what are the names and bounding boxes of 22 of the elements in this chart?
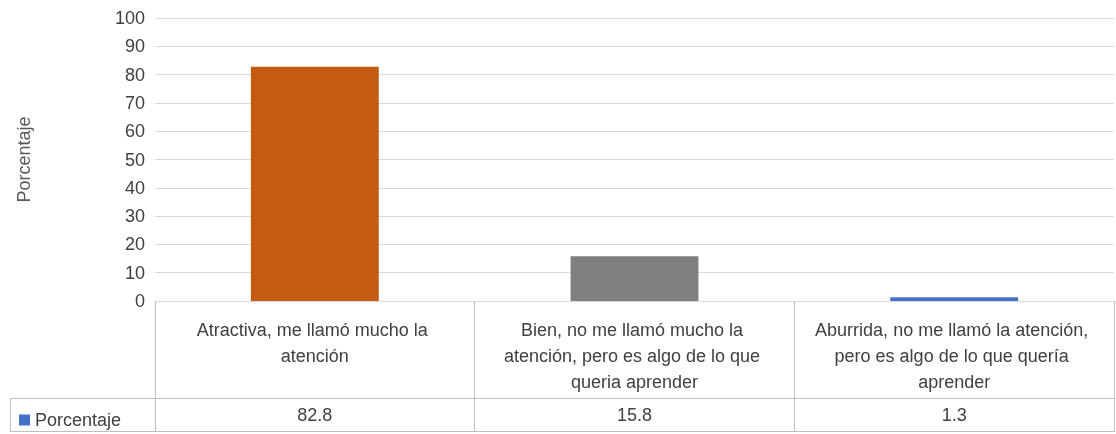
bar: [890, 297, 1019, 301]
data-label: 82.8: [296, 404, 334, 427]
bar: [570, 256, 699, 301]
y-tick-label: 60: [124, 121, 145, 142]
y-tick-label: 90: [124, 36, 145, 57]
y-tick-label: 0: [134, 291, 145, 311]
y-tick-label: 40: [124, 177, 145, 198]
y-tick-label: 10: [124, 262, 145, 283]
y-tick-label: 20: [124, 234, 145, 255]
legend-label: Porcentaje: [35, 410, 122, 430]
y-tick-label: 50: [124, 149, 145, 170]
y-tick-label: 30: [124, 206, 145, 227]
y-tick-label: 80: [124, 64, 145, 85]
x-tick-label: Atractiva, me llamó mucho la atención: [196, 320, 433, 366]
x-tick-label: Bien, no me llamó mucho la atención, pero es algo de lo que queria aprender: [503, 320, 766, 392]
data-label: 1.3: [940, 404, 968, 427]
x-tick-label: Aburrida, no me llamó la atención, pero es algo de lo que quería aprender: [815, 320, 1094, 392]
y-tick-label: 70: [124, 92, 145, 113]
bar: [250, 66, 379, 301]
y-tick-label: 100: [114, 8, 145, 28]
y-axis-title: Porcentaje: [14, 116, 34, 203]
data-label: 15.8: [615, 404, 653, 427]
